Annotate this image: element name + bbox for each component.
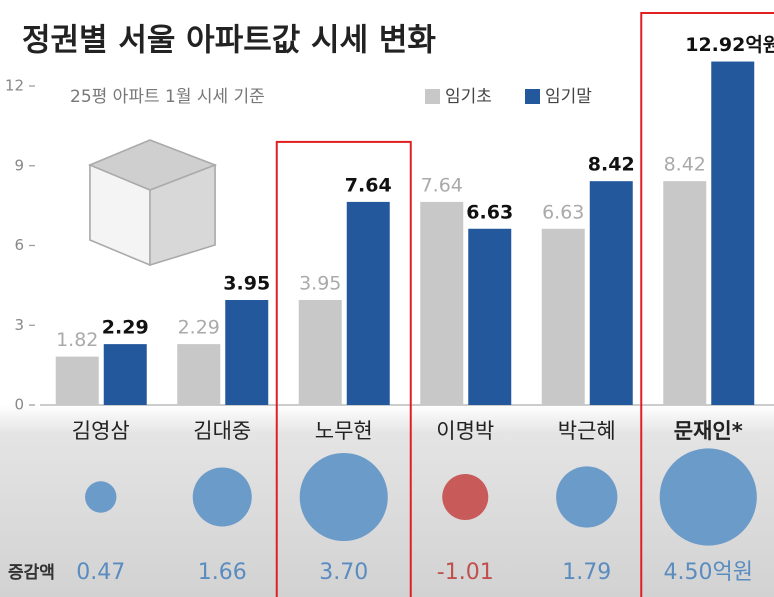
change-value-label: -1.01: [437, 560, 494, 585]
bar: [663, 181, 707, 405]
value-label: 1.82: [56, 329, 98, 351]
chart-title: 정권별 서울 아파트값 시세 변화: [22, 23, 436, 59]
change-bubble: [442, 473, 489, 521]
bar: [346, 201, 390, 405]
x-tick-label: 이명박: [436, 419, 494, 443]
change-bubble: [556, 466, 618, 528]
bar: [103, 344, 147, 405]
change-value-label: 4.50억원: [664, 560, 753, 585]
change-bubble: [85, 481, 117, 513]
bar: [420, 201, 464, 405]
change-value-label: 1.79: [562, 560, 611, 585]
bar: [225, 299, 269, 405]
bar: [589, 181, 633, 405]
x-tick-label: 박근혜: [558, 419, 616, 443]
legend-label: 임기말: [545, 87, 592, 107]
legend-label: 임기초: [445, 87, 492, 107]
bar: [55, 356, 99, 405]
change-bubble: [659, 448, 757, 546]
highlight-box: [275, 140, 412, 597]
change-label: 증감액: [8, 563, 55, 583]
value-label: 6.63: [466, 201, 513, 223]
value-label: 3.95: [299, 272, 341, 294]
change-bubble: [299, 452, 388, 542]
y-tick-label: 0: [14, 396, 24, 414]
change-value-label: 0.47: [76, 560, 125, 585]
change-value-label: 1.66: [198, 560, 247, 585]
change-bubble: [192, 467, 252, 527]
bar: [298, 299, 342, 405]
x-tick-label: 문재인*: [674, 419, 743, 443]
value-label: 8.42: [588, 154, 635, 176]
x-tick-label: 김대중: [193, 419, 251, 443]
bar: [177, 344, 221, 405]
value-label: 6.63: [542, 201, 584, 223]
building-icon: [88, 139, 218, 267]
y-tick-label: 6: [14, 236, 24, 254]
bar: [541, 228, 585, 405]
chart-subtitle: 25평 아파트 1월 시세 기준: [70, 87, 265, 107]
y-tick-label: 3: [14, 316, 24, 334]
highlight-box: [640, 12, 774, 597]
value-label: 3.95: [223, 272, 270, 294]
x-tick-label: 김영삼: [72, 419, 130, 443]
value-label: 8.42: [664, 154, 706, 176]
x-tick-label: 노무현: [315, 419, 373, 443]
legend-swatch: [525, 89, 540, 104]
change-value-label: 3.70: [319, 560, 368, 585]
y-tick-label: 9: [14, 156, 24, 174]
legend-swatch: [425, 89, 440, 104]
value-label: 7.64: [345, 174, 392, 196]
value-label: 12.92억원: [685, 34, 774, 56]
bar: [711, 61, 755, 405]
y-tick-label: 12: [5, 77, 24, 95]
bar: [468, 228, 512, 405]
value-label: 7.64: [421, 174, 463, 196]
value-label: 2.29: [178, 317, 220, 339]
value-label: 2.29: [102, 317, 149, 339]
